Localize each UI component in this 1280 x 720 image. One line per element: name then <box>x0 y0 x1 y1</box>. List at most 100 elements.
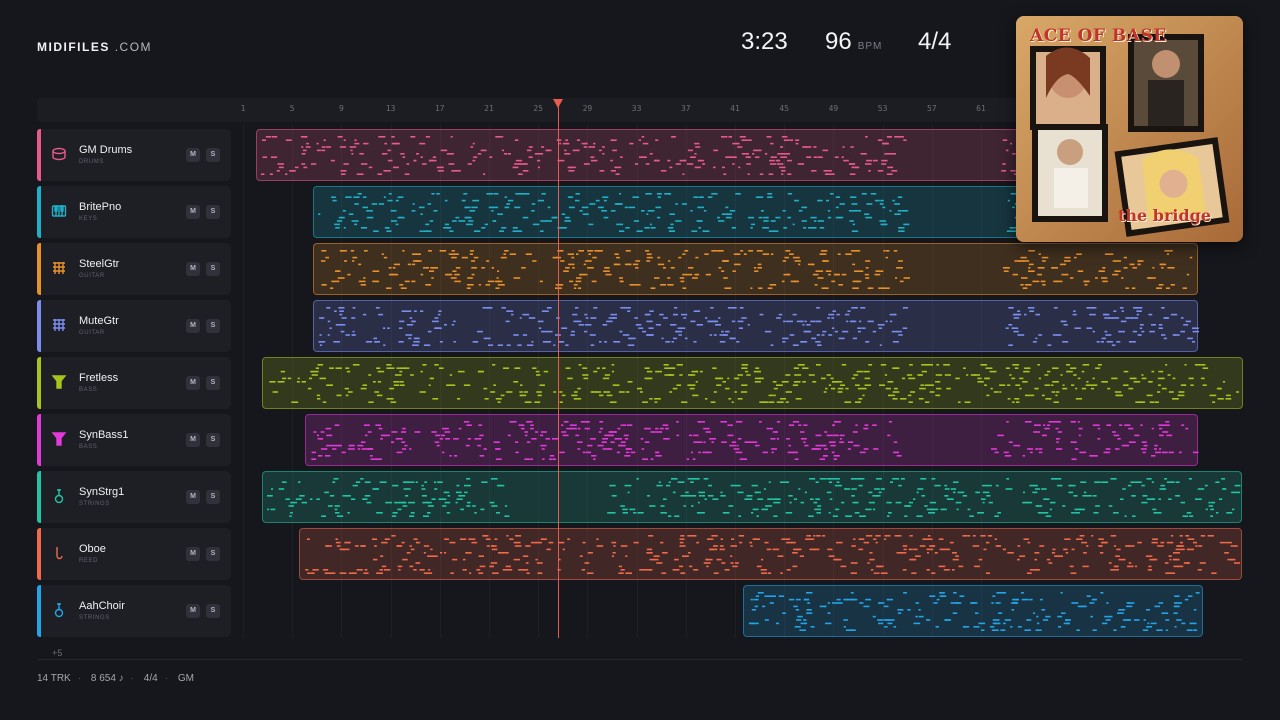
footer-stats: 14 TRK · 8 654 ♪ · 4/4 · GM <box>37 673 194 684</box>
solo-button[interactable]: S <box>206 490 220 504</box>
track-header-mutegtr[interactable]: MuteGtr GUITAR M S <box>37 300 231 352</box>
track-category: STRINGS <box>79 501 110 507</box>
mute-button[interactable]: M <box>186 319 200 333</box>
grid-line <box>341 124 343 638</box>
note-pattern <box>311 421 1199 460</box>
midi-clip[interactable] <box>262 357 1243 409</box>
midi-clip[interactable] <box>313 300 1199 352</box>
ruler-tick: 17 <box>434 104 445 113</box>
note-pattern <box>318 193 1025 232</box>
grid-line <box>489 124 490 638</box>
ruler-tick: 13 <box>385 104 396 113</box>
track-category: BASS <box>79 444 98 450</box>
solo-button[interactable]: S <box>206 148 220 162</box>
ruler-tick: 49 <box>828 104 839 113</box>
note-pattern <box>269 364 1239 403</box>
track-category: BASS <box>79 387 98 393</box>
ruler-tick: 21 <box>484 104 494 113</box>
ruler-tick: 45 <box>779 104 790 113</box>
playhead[interactable] <box>558 104 559 638</box>
track-category: STRINGS <box>79 615 110 621</box>
reed-icon <box>51 545 67 561</box>
mute-button[interactable]: M <box>186 547 200 561</box>
grid-line <box>292 124 294 638</box>
track-color-bar <box>37 357 41 409</box>
track-name[interactable]: GM Drums <box>79 144 133 156</box>
mute-button[interactable]: M <box>186 604 200 618</box>
solo-button[interactable]: S <box>206 319 220 333</box>
track-name[interactable]: AahChoir <box>79 600 125 612</box>
midi-clip[interactable] <box>305 414 1199 466</box>
ruler-tick: 9 <box>338 104 344 113</box>
midi-clip[interactable] <box>299 528 1242 580</box>
bass-icon <box>51 431 67 447</box>
mute-button[interactable]: M <box>186 490 200 504</box>
ruler-tick: 41 <box>730 104 740 113</box>
footer-divider <box>37 659 1243 660</box>
track-name[interactable]: BritePno <box>79 201 122 213</box>
grid-line <box>538 124 540 638</box>
more-tracks-label[interactable]: +5 <box>52 648 63 658</box>
track-color-bar <box>37 243 41 295</box>
grid-line <box>587 124 589 638</box>
track-color-bar <box>37 585 41 637</box>
midi-clip[interactable] <box>262 471 1242 523</box>
midi-standard: GM <box>177 673 194 684</box>
solo-button[interactable]: S <box>206 205 220 219</box>
track-header-synbass1[interactable]: SynBass1 BASS M S <box>37 414 231 466</box>
note-pattern <box>261 136 1030 175</box>
grid-line <box>439 124 441 638</box>
mute-button[interactable]: M <box>186 262 200 276</box>
ruler-tick: 33 <box>631 104 642 113</box>
mute-button[interactable]: M <box>186 376 200 390</box>
track-name[interactable]: SteelGtr <box>79 258 120 270</box>
track-header-oboe[interactable]: Oboe REED M S <box>37 528 231 580</box>
solo-button[interactable]: S <box>206 433 220 447</box>
track-header-synstrg1[interactable]: SynStrg1 STRINGS M S <box>37 471 231 523</box>
album-art-image <box>1016 16 1243 242</box>
solo-button[interactable]: S <box>206 604 220 618</box>
track-category: DRUMS <box>79 159 104 165</box>
track-name[interactable]: Oboe <box>79 543 106 555</box>
time-signature-display: 4/4 <box>918 28 952 55</box>
brand-suffix: .COM <box>114 40 153 54</box>
note-pattern <box>305 535 1240 574</box>
track-name[interactable]: MuteGtr <box>79 315 119 327</box>
note-pattern <box>748 592 1200 631</box>
piano-icon <box>51 203 67 219</box>
track-name[interactable]: SynBass1 <box>79 429 129 441</box>
midi-clip[interactable] <box>256 129 1030 181</box>
mute-button[interactable]: M <box>186 205 200 219</box>
grid-line <box>735 124 736 638</box>
mute-button[interactable]: M <box>186 148 200 162</box>
midi-clip[interactable] <box>313 186 1030 238</box>
grid-line <box>243 124 244 638</box>
track-header-gm-drums[interactable]: GM Drums DRUMS M S <box>37 129 231 181</box>
note-pattern <box>320 250 1193 289</box>
track-color-bar <box>37 528 41 580</box>
grid-line <box>390 124 392 638</box>
ruler-tick: 29 <box>582 104 593 113</box>
solo-button[interactable]: S <box>206 376 220 390</box>
track-name[interactable]: SynStrg1 <box>79 486 125 498</box>
ruler-tick: 1 <box>240 104 246 113</box>
playhead-handle[interactable] <box>553 99 563 108</box>
footer-signature: 4/4 <box>143 673 158 684</box>
track-header-fretless[interactable]: Fretless BASS M S <box>37 357 231 409</box>
track-category: KEYS <box>79 216 98 222</box>
grid-line <box>636 124 638 638</box>
solo-button[interactable]: S <box>206 262 220 276</box>
track-header-aahchoir[interactable]: AahChoir STRINGS M S <box>37 585 231 637</box>
track-name[interactable]: Fretless <box>79 372 119 384</box>
track-color-bar <box>37 414 41 466</box>
mute-button[interactable]: M <box>186 433 200 447</box>
violin-icon <box>51 488 67 504</box>
solo-button[interactable]: S <box>206 547 220 561</box>
track-header-steelgtr[interactable]: SteelGtr GUITAR M S <box>37 243 231 295</box>
midi-clip[interactable] <box>743 585 1203 637</box>
midi-clip[interactable] <box>313 243 1198 295</box>
ruler-tick: 37 <box>680 104 691 113</box>
track-header-britepno[interactable]: BritePno KEYS M S <box>37 186 231 238</box>
time-display: 3:23 <box>741 28 788 55</box>
grid-line <box>882 124 884 638</box>
